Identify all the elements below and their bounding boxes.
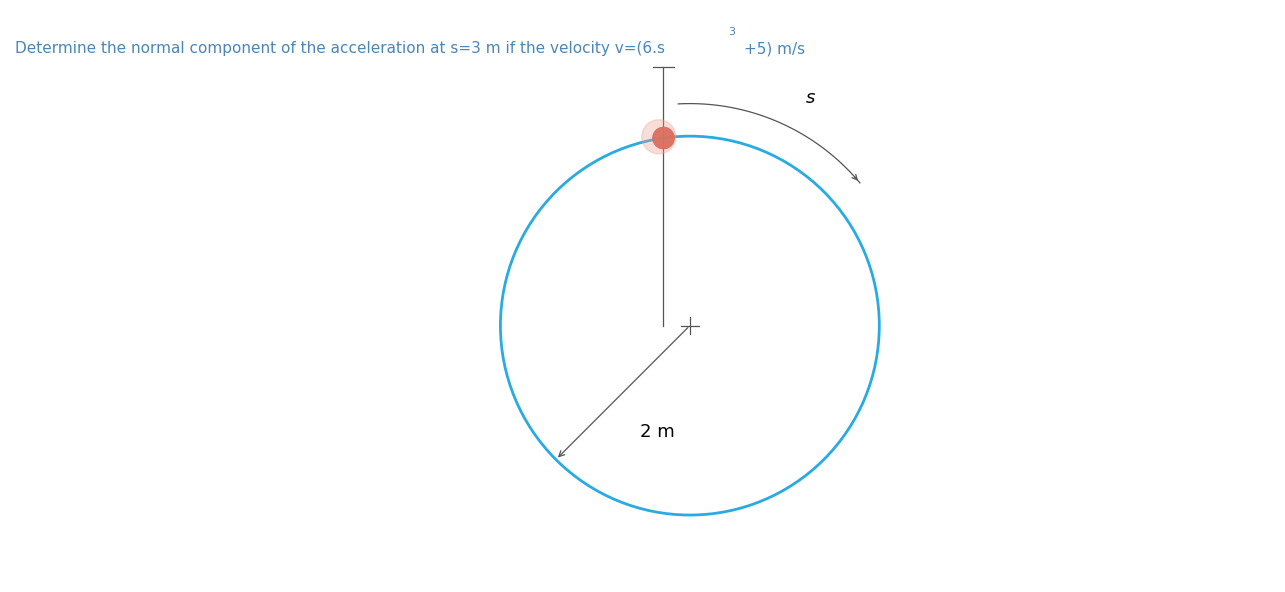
Text: s: s [806, 89, 816, 107]
Circle shape [653, 127, 675, 149]
Circle shape [641, 120, 676, 154]
Text: 2 m: 2 m [640, 423, 675, 441]
Text: Determine the normal component of the acceleration at s=3 m if the velocity v=(6: Determine the normal component of the ac… [15, 41, 666, 56]
Text: 3: 3 [729, 27, 735, 37]
Text: +5) m/s: +5) m/s [744, 41, 806, 56]
